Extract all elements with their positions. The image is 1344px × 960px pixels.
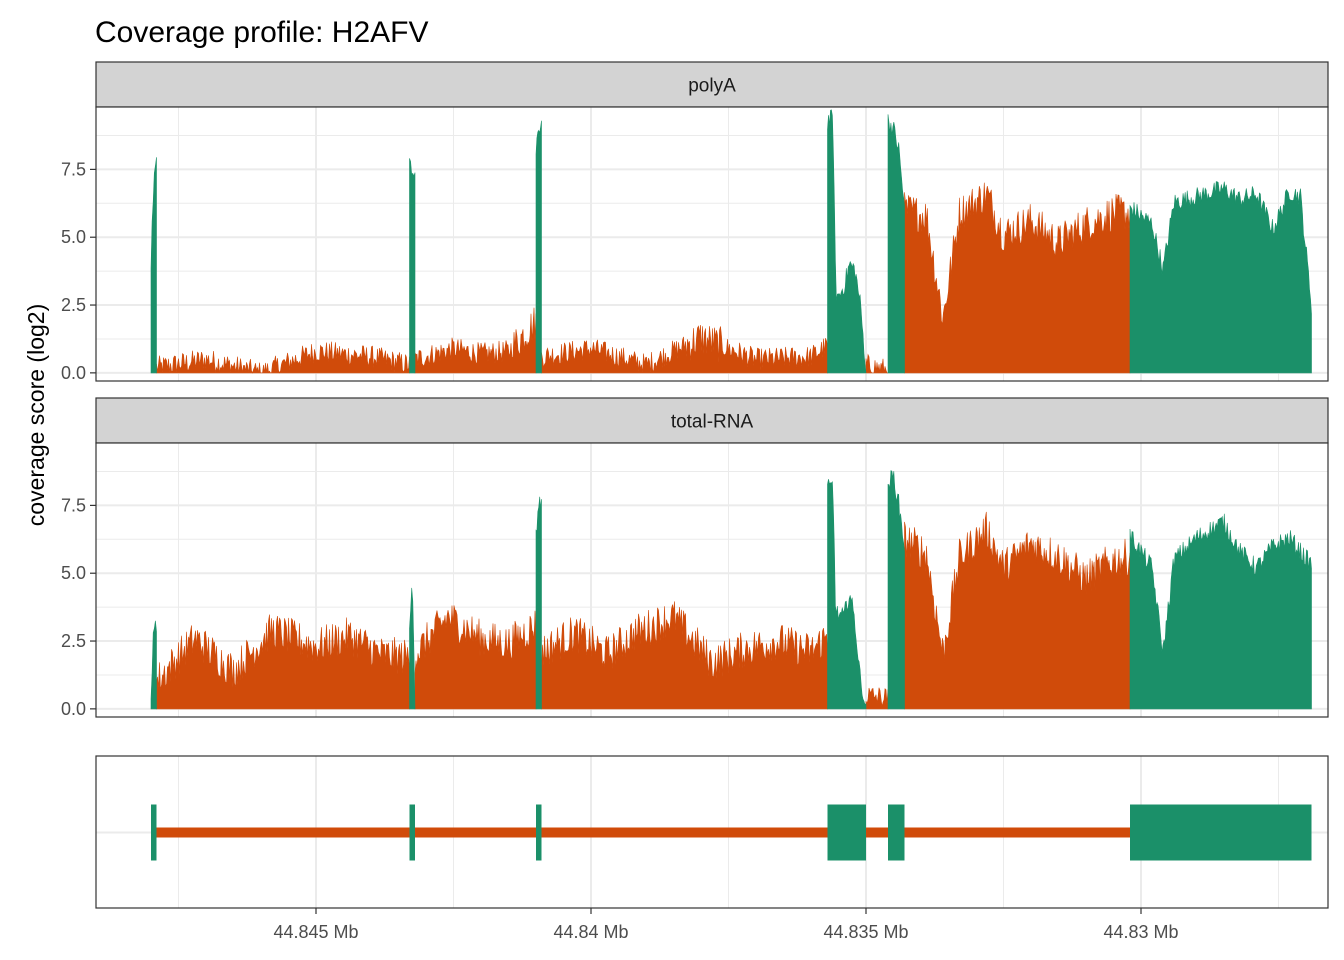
exon-block [1130, 804, 1312, 861]
exon-coverage-area [409, 587, 416, 710]
y-tick-label: 5.0 [61, 227, 86, 247]
x-axis: 44.845 Mb 44.84 Mb 44.835 Mb 44.83 Mb [273, 908, 1179, 942]
x-tick-label: 44.83 Mb [1103, 922, 1178, 942]
exon-coverage-area [409, 158, 416, 374]
y-tick-label: 7.5 [61, 495, 86, 515]
facet-strip-label: polyA [688, 76, 736, 97]
y-tick-label: 2.5 [61, 631, 86, 651]
y-tick-label: 0.0 [61, 699, 86, 719]
intron-segment [866, 827, 888, 838]
exon-block [827, 804, 866, 861]
exon-block [536, 804, 542, 861]
intron-coverage-area [156, 341, 410, 374]
x-tick-label: 44.845 Mb [273, 922, 358, 942]
intron-coverage-area [541, 601, 828, 710]
intron-segment [541, 827, 828, 838]
exon-coverage-area [887, 114, 905, 374]
exon-coverage-area [535, 496, 542, 710]
y-tick-label: 7.5 [61, 159, 86, 179]
facet-strip [95, 397, 1329, 444]
y-tick-label: 0.0 [61, 363, 86, 383]
exon-coverage-area [827, 479, 867, 710]
facet-strip-label: total-RNA [671, 412, 754, 433]
facet-panel-total-RNA: total-RNA 0.0 2.5 5.0 7.5 [61, 397, 1329, 719]
exon-coverage-area [150, 157, 157, 374]
intron-coverage-area [541, 324, 828, 374]
exon-block [151, 804, 157, 861]
x-tick-label: 44.835 Mb [823, 922, 908, 942]
intron-coverage-area [414, 605, 537, 710]
exon-block [888, 804, 905, 861]
intron-coverage-area [904, 511, 1131, 710]
exon-coverage-area [1129, 513, 1312, 710]
exon-coverage-area [535, 120, 542, 374]
exon-block [409, 804, 415, 861]
facet-panel-polyA: polyA 0.0 2.5 5.0 7.5 [61, 61, 1329, 383]
intron-coverage-area [904, 182, 1131, 374]
intron-segment [415, 827, 536, 838]
panel-border [95, 106, 1329, 382]
gene-panel-border [95, 755, 1329, 909]
intron-segment [156, 827, 410, 838]
facet-strip [95, 61, 1329, 108]
y-tick-label: 2.5 [61, 295, 86, 315]
x-tick-label: 44.84 Mb [553, 922, 628, 942]
intron-coverage-area [865, 687, 889, 710]
intron-coverage-area [156, 614, 410, 710]
exon-coverage-area [887, 470, 905, 710]
exon-coverage-area [150, 620, 157, 710]
exon-coverage-area [1129, 181, 1312, 374]
intron-coverage-area [865, 353, 888, 374]
intron-coverage-area [414, 307, 537, 374]
gene-model-panel [95, 755, 1329, 909]
y-axis-label: coverage score (log2) [23, 304, 49, 526]
intron-segment [904, 827, 1130, 838]
exon-coverage-area [827, 109, 867, 374]
panel-border [95, 442, 1329, 718]
y-tick-label: 5.0 [61, 563, 86, 583]
panels-layer: polyA 0.0 2.5 5.0 7.5 total-RNA 0.0 2.5 5.0 7.5 [61, 61, 1329, 719]
chart-title: Coverage profile: H2AFV [95, 16, 429, 49]
